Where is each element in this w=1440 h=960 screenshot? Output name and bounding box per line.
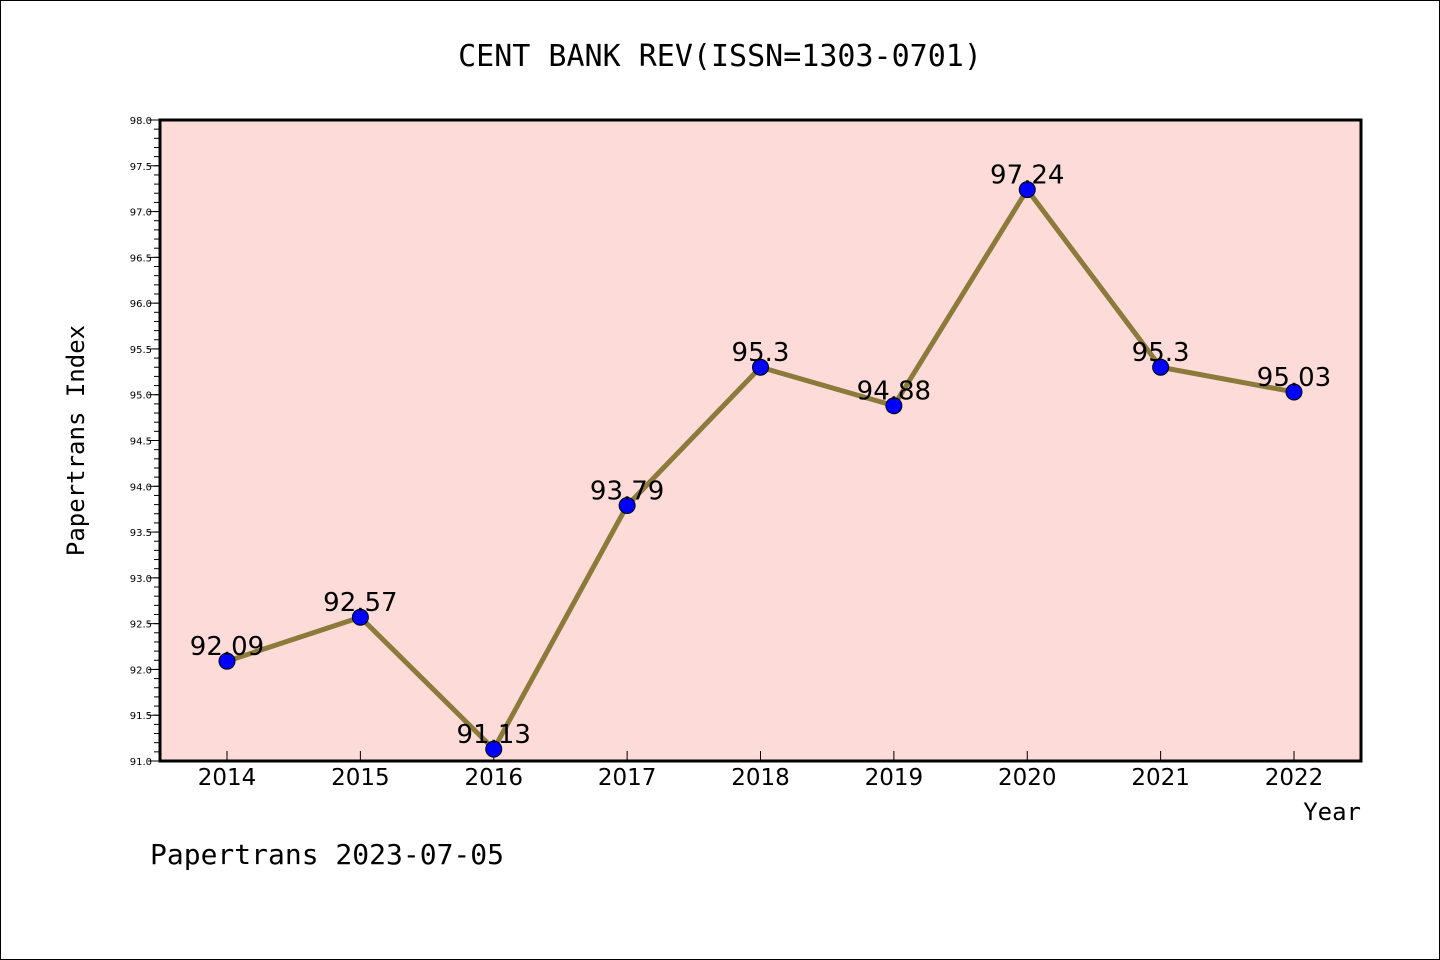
data-label: 95.3 (732, 338, 790, 368)
chart-title: CENT BANK REV(ISSN=1303-0701) (458, 39, 982, 74)
y-tick-label: 97.5 (130, 162, 152, 173)
data-point (1018, 181, 1036, 199)
x-tick-label: 2020 (998, 765, 1057, 791)
data-point (618, 497, 636, 515)
data-point (752, 358, 769, 376)
y-tick-label: 98.0 (130, 116, 152, 127)
y-axis: 91.0 91.5 92.0 92.5 93.0 93.5 94.0 94.5 95.0 95.5… (130, 116, 160, 768)
x-tick-label: 2014 (198, 765, 257, 791)
x-tick-label: 2016 (464, 765, 523, 791)
y-tick-label: 92.0 (130, 665, 152, 676)
y-tick-label: 93.5 (130, 528, 152, 539)
y-tick-label: 95.0 (130, 391, 152, 402)
data-point (885, 397, 903, 415)
y-axis-label: Papertrans Index (62, 325, 90, 556)
y-tick-label: 95.5 (130, 345, 152, 356)
x-axis: 2014 2015 2016 2017 2018 2019 2020 2021 2022 (198, 751, 1324, 791)
data-point (485, 740, 503, 758)
data-label: 95.03 (1257, 363, 1331, 393)
x-tick-label: 2015 (331, 765, 390, 791)
footer-text: Papertrans 2023-07-05 (150, 838, 504, 871)
x-tick-label: 2022 (1265, 765, 1324, 791)
x-tick-label: 2019 (865, 765, 924, 791)
data-point (1152, 358, 1170, 376)
x-tick-label: 2017 (598, 765, 657, 791)
data-label: 95.3 (1132, 338, 1190, 368)
plot-area (160, 120, 1361, 761)
plot-border (158, 118, 1363, 763)
y-tick-label: 96.5 (130, 253, 152, 264)
y-tick-label: 91.0 (130, 757, 152, 768)
data-label: 93.79 (590, 477, 664, 507)
y-tick-label: 97.0 (130, 208, 152, 219)
data-point (351, 608, 369, 626)
data-point (218, 652, 236, 670)
y-tick-label: 92.5 (130, 620, 152, 631)
x-tick-label: 2018 (731, 765, 790, 791)
y-tick-label: 94.0 (130, 482, 152, 493)
data-label: 92.09 (190, 632, 264, 662)
data-label: 97.24 (990, 161, 1064, 191)
y-tick-label: 94.5 (130, 437, 152, 448)
y-tick-label: 91.5 (130, 711, 152, 722)
series-group: 92.09 92.57 91.13 93.79 95.3 94.88 97.24 95.3 95… (190, 161, 1331, 758)
x-axis-label: Year (1303, 798, 1361, 826)
data-label: 92.57 (323, 588, 397, 618)
x-tick-label: 2021 (1131, 765, 1190, 791)
data-label: 94.88 (857, 377, 931, 407)
y-tick-label: 93.0 (130, 574, 152, 585)
y-tick-label: 96.0 (130, 299, 152, 310)
data-label: 91.13 (457, 720, 531, 750)
data-point (1285, 383, 1303, 401)
